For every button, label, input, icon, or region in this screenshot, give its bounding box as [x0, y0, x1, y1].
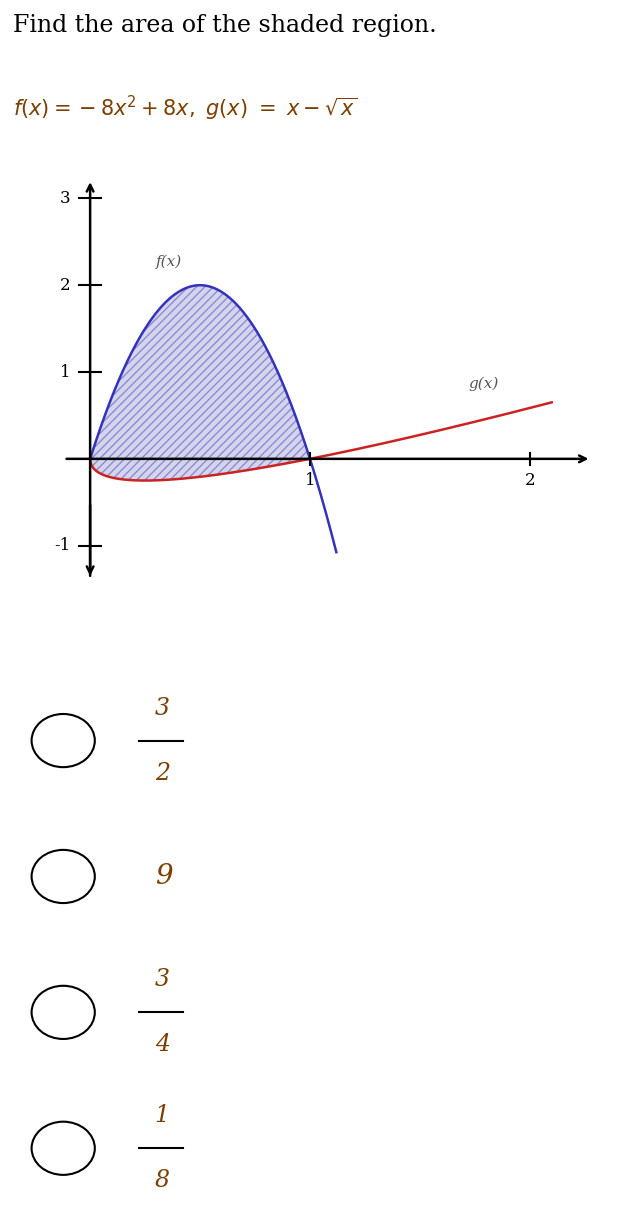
Text: 3: 3: [59, 190, 70, 207]
Text: 4: 4: [155, 1033, 170, 1056]
Text: 2: 2: [155, 762, 170, 784]
Text: -1: -1: [54, 537, 70, 554]
Text: 1: 1: [305, 471, 315, 489]
Text: 2: 2: [525, 471, 535, 489]
Text: 2: 2: [59, 277, 70, 294]
Text: 1: 1: [59, 363, 70, 380]
Text: 3: 3: [155, 697, 170, 720]
Text: 3: 3: [155, 969, 170, 991]
Text: Find the area of the shaded region.: Find the area of the shaded region.: [13, 15, 436, 37]
Text: g(x): g(x): [468, 377, 499, 390]
Text: 9: 9: [155, 863, 173, 890]
Text: f(x): f(x): [156, 255, 182, 270]
Text: 1: 1: [155, 1104, 170, 1128]
Text: $f(x)=-8x^2+8x,\ g(x)\ =\ x-\sqrt{x}$: $f(x)=-8x^2+8x,\ g(x)\ =\ x-\sqrt{x}$: [13, 95, 357, 123]
Text: 8: 8: [155, 1169, 170, 1193]
